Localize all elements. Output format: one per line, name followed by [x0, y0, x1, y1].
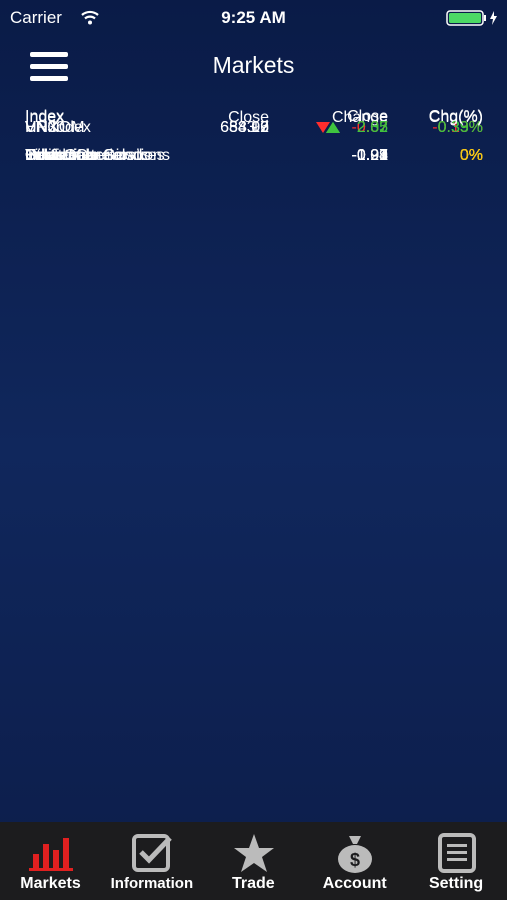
- change-percent: 0%: [459, 147, 483, 164]
- change-percent: 0%: [459, 147, 483, 164]
- sector-name: Industrials: [25, 147, 98, 164]
- status-bar: Carrier 9:25 AM: [0, 0, 507, 36]
- sector-name: Health Care: [25, 147, 111, 164]
- menu-button[interactable]: [30, 52, 70, 82]
- tab-bar: Markets Information Trade $ Account Setting: [0, 822, 507, 900]
- tab-icon: [437, 833, 476, 873]
- index-name: UPCOM: [25, 119, 85, 136]
- close-value: 684.96: [220, 119, 269, 136]
- sector-name: Consumer Services: [25, 147, 165, 164]
- down-arrow: [316, 122, 330, 133]
- change-value: 2.07: [356, 119, 388, 136]
- index-name: VN30: [25, 119, 66, 136]
- close-value: -1: [373, 147, 388, 164]
- tab-icon: [233, 834, 274, 872]
- tab-label: Setting: [428, 875, 484, 892]
- svg-text:$: $: [350, 850, 360, 870]
- wifi-icon: [81, 10, 99, 25]
- close-value: -0.97: [351, 147, 388, 164]
- sector-name: Telecommunications: [25, 147, 170, 164]
- close-value: -1: [373, 147, 388, 164]
- tab-button[interactable]: Trade: [203, 822, 304, 900]
- change-percent: 0%: [459, 147, 483, 164]
- carrier: Carrier: [10, 8, 62, 27]
- change-percent: 0.39%: [437, 119, 483, 136]
- close-value: -1: [373, 147, 388, 164]
- change-percent: 0.39%: [437, 119, 483, 136]
- change-value: -0.07: [351, 119, 388, 136]
- sector-name: Basic Materials: [25, 147, 134, 164]
- column-header: Change: [331, 109, 388, 126]
- tab-button[interactable]: $ Account: [304, 822, 405, 900]
- close-value: -1.01: [351, 147, 388, 164]
- close-value: 53.19: [228, 119, 269, 136]
- tab-label: Information: [110, 875, 194, 892]
- battery-icon: [446, 10, 497, 26]
- change-percent: 0%: [459, 147, 483, 164]
- tab-button[interactable]: Markets: [0, 822, 101, 900]
- markets-list: Index Close Change Chg(%) VN Index 684.96 2.65…: [10, 103, 498, 799]
- column-header: Chg(%): [428, 108, 483, 125]
- close-value: -0.93: [351, 147, 388, 164]
- change-percent: 0.33%: [437, 119, 483, 136]
- sector-name: Oil & Gas: [25, 147, 94, 164]
- change-percent: 0%: [459, 147, 483, 164]
- column-header: Close: [347, 108, 388, 125]
- clock: 9:25 AM: [221, 8, 286, 27]
- column-header: Chg(%): [428, 109, 483, 126]
- column-header: Close: [228, 109, 269, 126]
- index-name: VN Index: [25, 119, 91, 136]
- tab-button[interactable]: Setting: [406, 822, 507, 900]
- close-value: 83.2: [237, 119, 269, 136]
- column-header: Index: [25, 108, 65, 125]
- tab-button[interactable]: Information: [101, 822, 202, 900]
- change-value: 0.32: [356, 119, 388, 136]
- tab-label: Trade: [231, 875, 275, 892]
- header-row: Index Close Chg(%): [10, 103, 498, 131]
- change-percent: -0.13%: [432, 119, 483, 136]
- change-percent: 0%: [459, 147, 483, 164]
- tab-icon: [132, 834, 173, 872]
- change-percent: 0%: [459, 147, 483, 164]
- index-name: HNX: [25, 119, 59, 136]
- page-title: Markets: [212, 52, 295, 78]
- sector-name: Financials: [25, 147, 98, 164]
- close-value: -0.94: [351, 147, 388, 164]
- up-arrow: [326, 122, 340, 133]
- sector-name: Consumer Goods: [25, 147, 151, 164]
- change-percent: 0%: [459, 147, 483, 164]
- change-percent: 0%: [459, 147, 483, 164]
- change-value: 2.65: [356, 119, 388, 136]
- tab-icon: $: [338, 836, 373, 873]
- column-header: Index: [25, 109, 65, 126]
- close-value: 633.07: [220, 119, 269, 136]
- tab-icon: [29, 838, 73, 871]
- tab-label: Account: [322, 875, 387, 892]
- close-value: -1.21: [351, 147, 388, 164]
- sector-name: Utilities: [25, 147, 77, 164]
- tab-label: Markets: [20, 875, 81, 892]
- close-value: -0.99: [351, 147, 388, 164]
